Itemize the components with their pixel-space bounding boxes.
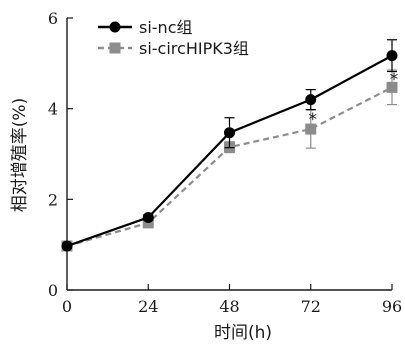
data-point (305, 94, 317, 106)
significance-marker: * (309, 110, 318, 130)
x-tick-label: 72 (301, 297, 321, 316)
data-point (386, 50, 398, 62)
y-tick-label: 6 (48, 9, 58, 28)
legend-marker (109, 21, 121, 33)
y-tick-label: 0 (48, 281, 58, 300)
x-axis-label: 时间(h) (214, 323, 272, 343)
data-point (305, 123, 317, 135)
significance-marker: * (390, 70, 399, 90)
data-point (224, 127, 235, 139)
series-si-circhipk3 (61, 69, 398, 252)
series-si-nc (61, 39, 398, 252)
data-point (142, 211, 154, 223)
x-tick-label: 96 (382, 297, 402, 316)
annotations: ** (309, 70, 399, 130)
legend-item: si-nc组 (98, 18, 193, 37)
legend-marker (109, 42, 121, 54)
x-ticks: 0 24 48 72 96 (62, 284, 402, 316)
y-tick-label: 4 (48, 100, 58, 119)
x-tick-label: 24 (138, 297, 158, 316)
series-line (66, 86, 393, 248)
x-tick-label: 0 (62, 297, 72, 316)
y-ticks: 0 2 4 6 (48, 9, 73, 300)
legend: si-nc组 si-circHIPK3组 (98, 18, 249, 58)
series-layer (61, 39, 398, 252)
y-tick-label: 2 (48, 190, 58, 209)
legend-label: si-circHIPK3组 (139, 39, 249, 58)
y-axis-label: 相对增殖率(%) (10, 98, 30, 212)
data-point (386, 81, 398, 93)
x-tick-label: 48 (219, 297, 239, 316)
data-point (61, 240, 73, 252)
legend-label: si-nc组 (139, 18, 193, 37)
legend-item: si-circHIPK3组 (98, 39, 249, 58)
